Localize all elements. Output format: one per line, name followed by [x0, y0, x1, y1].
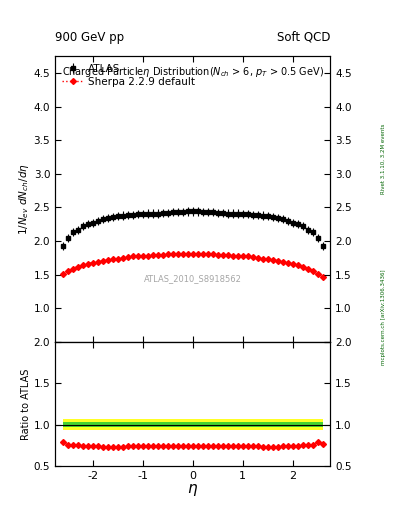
Text: Rivet 3.1.10, 3.2M events: Rivet 3.1.10, 3.2M events: [381, 123, 386, 194]
Text: Soft QCD: Soft QCD: [277, 31, 330, 44]
Legend: ATLAS, Sherpa 2.2.9 default: ATLAS, Sherpa 2.2.9 default: [60, 61, 197, 89]
Text: mcplots.cern.ch [arXiv:1306.3436]: mcplots.cern.ch [arXiv:1306.3436]: [381, 270, 386, 365]
X-axis label: $\eta$: $\eta$: [187, 482, 198, 498]
Text: ATLAS_2010_S8918562: ATLAS_2010_S8918562: [143, 274, 242, 284]
Text: Charged Particle$\mathit{\eta}$ Distribution($N_{ch}$ > 6, $p_{T}$ > 0.5 GeV): Charged Particle$\mathit{\eta}$ Distribu…: [62, 65, 323, 79]
Text: 900 GeV pp: 900 GeV pp: [55, 31, 124, 44]
Y-axis label: $1/N_{ev}\ dN_{ch}/d\eta$: $1/N_{ev}\ dN_{ch}/d\eta$: [17, 163, 31, 235]
Y-axis label: Ratio to ATLAS: Ratio to ATLAS: [21, 368, 31, 439]
